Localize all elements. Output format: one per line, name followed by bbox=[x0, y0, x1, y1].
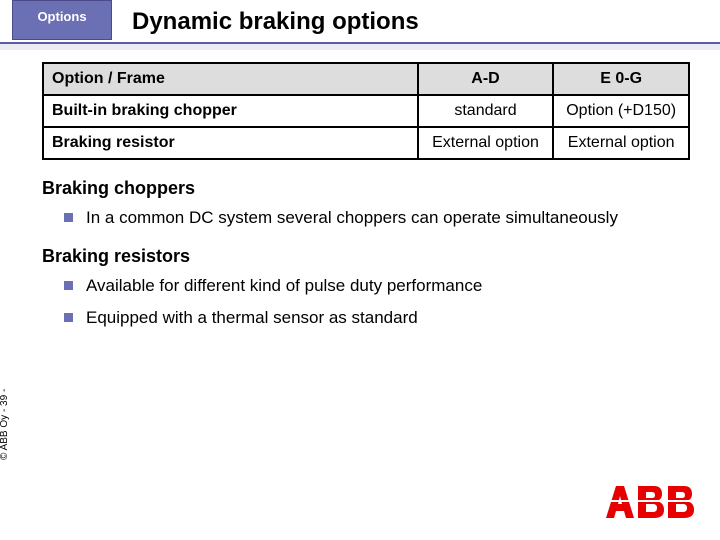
table-header-cell: Option / Frame bbox=[43, 63, 418, 95]
topbar-shadow bbox=[0, 44, 720, 50]
section-tag-label: Options bbox=[37, 9, 86, 24]
list-item: Equipped with a thermal sensor as standa… bbox=[64, 307, 690, 328]
options-table: Option / Frame A-D E 0-G Built-in brakin… bbox=[42, 62, 690, 160]
topbar: Options Dynamic braking options bbox=[0, 0, 720, 44]
section-tag: Options bbox=[12, 0, 112, 40]
table-cell-label: Built-in braking chopper bbox=[43, 95, 418, 127]
copyright-text: © ABB Oy - 39 - bbox=[0, 389, 10, 460]
list-item: Available for different kind of pulse du… bbox=[64, 275, 690, 296]
table-cell-label: Braking resistor bbox=[43, 127, 418, 159]
table-cell: External option bbox=[418, 127, 554, 159]
table-header-row: Option / Frame A-D E 0-G bbox=[43, 63, 689, 95]
table-header-cell: E 0-G bbox=[553, 63, 689, 95]
page-title: Dynamic braking options bbox=[132, 8, 419, 36]
table-cell: External option bbox=[553, 127, 689, 159]
table-cell: standard bbox=[418, 95, 554, 127]
table-header-cell: A-D bbox=[418, 63, 554, 95]
content: Option / Frame A-D E 0-G Built-in brakin… bbox=[42, 62, 690, 338]
abb-logo bbox=[604, 484, 696, 520]
bullet-list: Available for different kind of pulse du… bbox=[42, 275, 690, 328]
section-heading: Braking choppers bbox=[42, 178, 690, 199]
list-item: In a common DC system several choppers c… bbox=[64, 207, 690, 228]
bullet-list: In a common DC system several choppers c… bbox=[42, 207, 690, 228]
table-row: Braking resistor External option Externa… bbox=[43, 127, 689, 159]
table-cell: Option (+D150) bbox=[553, 95, 689, 127]
table-row: Built-in braking chopper standard Option… bbox=[43, 95, 689, 127]
section-heading: Braking resistors bbox=[42, 246, 690, 267]
